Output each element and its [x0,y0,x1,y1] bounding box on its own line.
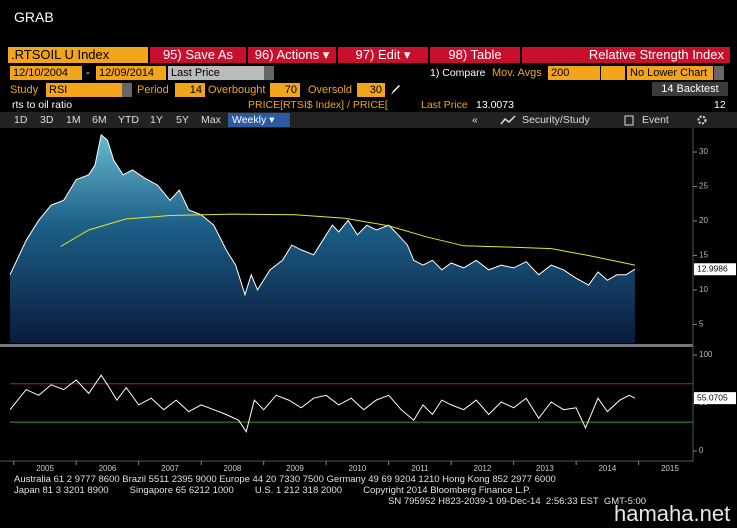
range-button[interactable]: 3D [40,114,54,126]
x-tick-label: 2012 [474,464,492,473]
last-price-label: Last Price [421,99,468,111]
period-field[interactable]: 14 [175,83,205,97]
series-line [9,133,636,297]
toolbar [0,112,737,128]
edit-icon[interactable] [389,83,401,97]
edit-button[interactable]: 97) Edit ▾ [338,47,428,63]
start-date-field[interactable]: 12/10/2004 [10,66,82,80]
y-tick-label: 5 [699,319,704,328]
mov-avgs-label: Mov. Avgs [492,67,542,79]
range-button[interactable]: 1D [14,114,28,126]
study-title: Relative Strength Index [522,47,730,63]
footer-line: Australia 61 2 9777 8600 Brazil 5511 239… [14,474,556,485]
last-value-label: 12.9986 [697,264,728,274]
last-value-label: 55.0705 [697,392,728,402]
footer-line: Japan 81 3 3201 8900 Singapore 65 6212 1… [14,485,531,496]
x-tick-label: 2006 [99,464,117,473]
security-study-button[interactable]: Security/Study [522,114,590,126]
overbought-label: Overbought [208,84,266,96]
y-tick-label: 25 [699,182,708,191]
chart-icon[interactable] [500,114,516,126]
y-tick-label: 100 [699,350,713,359]
table-button[interactable]: 98) Table [430,47,520,63]
x-tick-label: 2011 [411,464,429,473]
count: 12 [714,99,726,111]
compare-button[interactable]: 1) Compare [430,67,486,79]
period-label: Period [137,84,169,96]
panel-divider [0,344,693,347]
last-price-value: 13.0073 [476,99,514,111]
range-button[interactable]: 1M [66,114,81,126]
actions-button[interactable]: 96) Actions ▾ [248,47,336,63]
dropdown-arrow[interactable] [264,66,274,80]
event-button[interactable]: Event [642,114,669,126]
formula: PRICE[RTSI$ Index] / PRICE[ [248,99,388,111]
range-button[interactable]: Max [201,114,221,126]
dropdown-arrow[interactable] [122,83,132,97]
range-button[interactable]: 1Y [150,114,163,126]
footer-line: SN 795952 H823-2039-1 09-Dec-14 2:56:33 … [388,496,647,507]
x-tick-label: 2007 [161,464,179,473]
description: rts to oil ratio [12,99,73,111]
lower-chart-field[interactable]: No Lower Chart [627,66,713,80]
y-tick-label: 30 [699,147,708,156]
oversold-label: Oversold [308,84,353,96]
x-tick-label: 2009 [286,464,304,473]
date-separator: - [86,67,90,79]
last-value-box [694,392,736,405]
mov-avgs-extra-field[interactable] [601,66,625,80]
backtest-button[interactable]: 14 Backtest [652,82,728,96]
watermark: hamaha.net [614,501,731,526]
range-button[interactable]: 6M [92,114,107,126]
x-tick-label: 2005 [36,464,54,473]
series-line [9,374,636,434]
overbought-field[interactable]: 70 [270,83,300,97]
y-tick-label: 15 [699,251,708,260]
x-tick-label: 2008 [224,464,242,473]
event-icon[interactable] [624,114,634,126]
x-tick-label: 2013 [536,464,554,473]
study-label: Study [10,84,39,96]
x-tick-label: 2014 [598,464,616,473]
series-line [60,213,636,266]
oversold-field[interactable]: 30 [357,83,385,97]
y-tick-label: 10 [699,285,708,294]
window-title: GRAB [14,9,54,25]
mov-avgs-field[interactable]: 200 [548,66,600,80]
price-area [10,134,635,343]
last-value-box [694,263,736,276]
security-field[interactable]: .RTSOIL U Index [8,47,148,63]
range-button[interactable]: YTD [118,114,139,126]
x-tick-label: 2010 [349,464,367,473]
x-tick-label: 2015 [661,464,679,473]
range-button[interactable]: 5Y [176,114,189,126]
y-tick-label: 0 [699,446,704,455]
end-date-field[interactable]: 12/09/2014 [96,66,166,80]
collapse-button[interactable]: « [472,114,478,126]
dropdown-arrow[interactable] [714,66,724,80]
price-field[interactable]: Last Price [168,66,264,80]
frequency-dropdown[interactable]: Weekly ▾ [228,113,290,127]
save-as-button[interactable]: 95) Save As [150,47,246,63]
y-tick-label: 20 [699,216,708,225]
settings-icon[interactable] [696,114,708,126]
study-field[interactable]: RSI [46,83,122,97]
